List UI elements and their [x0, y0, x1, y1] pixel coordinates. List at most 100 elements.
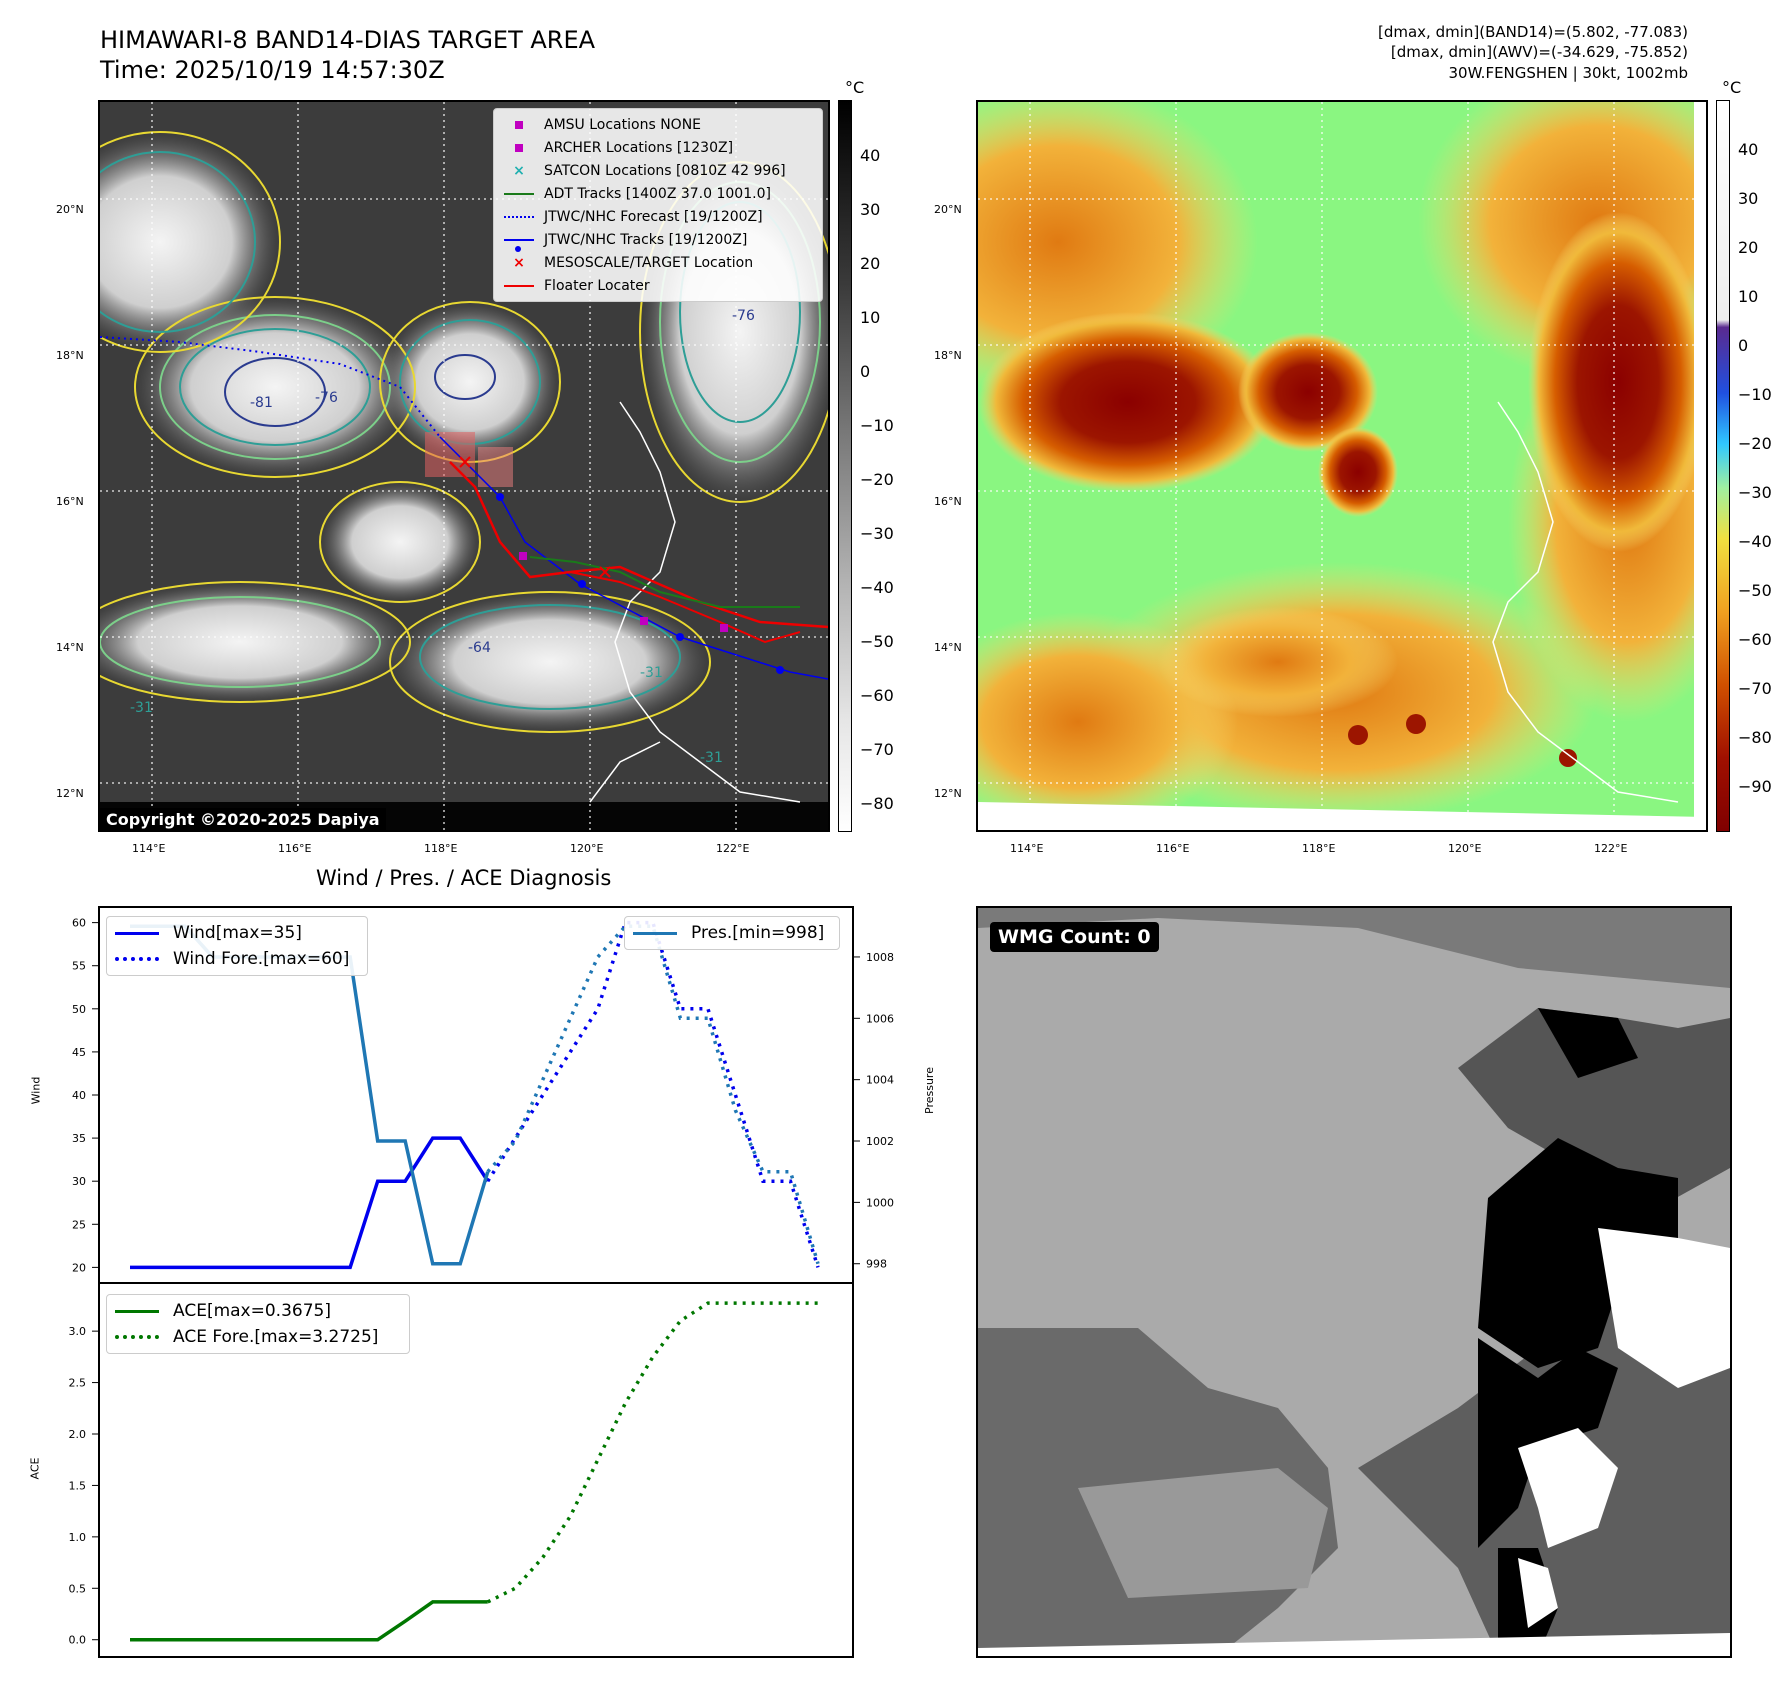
- colorbar-tick: 40: [1738, 140, 1759, 159]
- colorbar-tick: −10: [1738, 385, 1772, 404]
- legend-item: JTWC/NHC Tracks [19/1200Z]: [502, 228, 814, 252]
- cross-marker-icon: ×: [513, 254, 525, 271]
- legend-label: ARCHER Locations [1230Z]: [544, 139, 734, 156]
- diagnosis-svg: 20 25 30 35 40 45 50 55 60 998 1000 1002 1004 1006 100…: [69, 906, 894, 1658]
- y-tick-label: 2.5: [69, 1377, 87, 1390]
- colorbar-tick: −80: [1738, 728, 1772, 747]
- series-line: [130, 1600, 488, 1642]
- contour-label: -31: [130, 700, 153, 716]
- colorbar-tick: 40: [860, 146, 881, 165]
- y-tick-label: 2.0: [69, 1428, 87, 1441]
- colorbar-tick: 30: [1738, 189, 1759, 208]
- lat-tick: 16°N: [934, 495, 962, 508]
- contour-label: -31: [640, 665, 663, 681]
- legend-label: MESOSCALE/TARGET Location: [544, 254, 754, 271]
- lat-tick: 12°N: [56, 787, 84, 800]
- wind-legend: Wind[max=35] Wind Fore.[max=60]: [106, 916, 368, 976]
- awv-colorbar-ticks: 40 30 20 10 0 −10 −20 −30 −40 −50 −60 −7…: [1738, 100, 1792, 832]
- legend-item: ACE[max=0.3675]: [115, 1298, 401, 1324]
- colorbar-tick: −50: [1738, 581, 1772, 600]
- lon-tick: 116°E: [1156, 842, 1190, 855]
- lon-tick: 120°E: [570, 842, 604, 855]
- legend-item: Wind Fore.[max=60]: [115, 946, 359, 972]
- awv-range: [dmax, dmin](AWV)=(-34.629, -75.852): [1390, 43, 1688, 61]
- wind-axis-label: Wind: [29, 1076, 43, 1105]
- diagnosis-title: Wind / Pres. / ACE Diagnosis: [316, 866, 612, 890]
- dotted-line-icon: [115, 957, 159, 961]
- legend-label: Wind[max=35]: [173, 923, 302, 943]
- colorbar-tick: −20: [860, 470, 894, 489]
- y-tick-label: 45: [72, 1046, 86, 1059]
- colorbar-tick: −70: [860, 740, 894, 759]
- lat-tick: 18°N: [934, 349, 962, 362]
- legend-label: ACE Fore.[max=3.2725]: [173, 1327, 379, 1347]
- solid-line-icon: [115, 931, 159, 935]
- y-tick-label: 20: [72, 1261, 86, 1274]
- ir-colorbar-unit: °C: [845, 78, 865, 97]
- colorbar-tick: 30: [860, 200, 881, 219]
- y-tick-label: 1.5: [69, 1479, 87, 1492]
- legend-item: × SATCON Locations [0810Z 42 996]: [502, 159, 814, 182]
- lon-tick: 114°E: [1010, 842, 1044, 855]
- ir-legend: AMSU Locations NONE ARCHER Locations [12…: [493, 108, 823, 302]
- ace-axis-label: ACE: [28, 1457, 42, 1480]
- lat-tick: 14°N: [934, 641, 962, 654]
- solid-line-icon: [115, 1309, 159, 1313]
- lon-tick: 116°E: [278, 842, 312, 855]
- legend-label: ADT Tracks [1400Z 37.0 1001.0]: [544, 185, 771, 202]
- lat-tick: 12°N: [934, 787, 962, 800]
- wmg-image: [978, 908, 1730, 1656]
- colorbar-tick: 0: [860, 362, 871, 381]
- series-line: [130, 924, 490, 1266]
- y-tick-label: 25: [72, 1218, 86, 1231]
- wmg-count-badge: WMG Count: 0: [990, 922, 1159, 952]
- legend-item: × MESOSCALE/TARGET Location: [502, 251, 814, 274]
- contour-label: -64: [468, 640, 491, 656]
- awv-colorbar: [1716, 100, 1730, 832]
- awv-map-panel: [976, 100, 1708, 832]
- lat-tick: 18°N: [56, 349, 84, 362]
- colorbar-tick: −10: [860, 416, 894, 435]
- colorbar-tick: −90: [1738, 777, 1772, 796]
- dotted-line-icon: [504, 215, 534, 218]
- copyright-label: Copyright ©2020-2025 Dapiya: [100, 808, 386, 830]
- colorbar-tick: −50: [860, 632, 894, 651]
- band14-range: [dmax, dmin](BAND14)=(5.802, -77.083): [1377, 23, 1688, 41]
- lon-tick: 118°E: [1302, 842, 1336, 855]
- y-tick-label: 60: [72, 917, 86, 930]
- colorbar-tick: −60: [860, 686, 894, 705]
- legend-item: Wind[max=35]: [115, 920, 359, 946]
- contour-label: -81: [250, 395, 273, 411]
- y-tick-label: 50: [72, 1003, 86, 1016]
- diagnosis-chart: 20 25 30 35 40 45 50 55 60 998 1000 1002 1004 1006 100…: [69, 906, 894, 1658]
- pressure-axis-label: Pressure: [922, 1067, 936, 1114]
- legend-item: JTWC/NHC Forecast [19/1200Z]: [502, 205, 814, 228]
- pressure-legend: Pres.[min=998]: [624, 916, 840, 950]
- y-tick-label: 1008: [866, 951, 894, 964]
- legend-item: ADT Tracks [1400Z 37.0 1001.0]: [502, 182, 814, 205]
- lon-tick: 114°E: [132, 842, 166, 855]
- lat-tick: 16°N: [56, 495, 84, 508]
- y-tick-label: 30: [72, 1175, 86, 1188]
- series-line: [486, 920, 820, 1268]
- legend-label: ACE[max=0.3675]: [173, 1301, 331, 1321]
- lat-tick: 14°N: [56, 641, 84, 654]
- legend-label: Wind Fore.[max=60]: [173, 949, 350, 969]
- ir-colorbar-ticks: 40 30 20 10 0 −10 −20 −30 −40 −50 −60 −7…: [860, 100, 920, 832]
- lon-tick: 120°E: [1448, 842, 1482, 855]
- line-marker-icon: [504, 192, 534, 195]
- colorbar-tick: −60: [1738, 630, 1772, 649]
- y-tick-label: 35: [72, 1132, 86, 1145]
- lon-tick: 118°E: [424, 842, 458, 855]
- square-marker-icon: [515, 143, 523, 152]
- lat-tick: 20°N: [56, 203, 84, 216]
- solid-line-icon: [633, 931, 677, 935]
- contour-label: -76: [315, 390, 338, 406]
- colorbar-tick: −40: [860, 578, 894, 597]
- lon-tick: 122°E: [1594, 842, 1628, 855]
- legend-label: SATCON Locations [0810Z 42 996]: [544, 162, 786, 179]
- cross-marker-icon: ×: [513, 162, 525, 179]
- figure-title: HIMAWARI-8 BAND14-DIAS TARGET AREA: [100, 26, 596, 54]
- contour-label: -76: [732, 308, 755, 324]
- ir-map-panel: -76 -76 -81 -64 -31 -31 -31 AMSU Locatio…: [98, 100, 830, 832]
